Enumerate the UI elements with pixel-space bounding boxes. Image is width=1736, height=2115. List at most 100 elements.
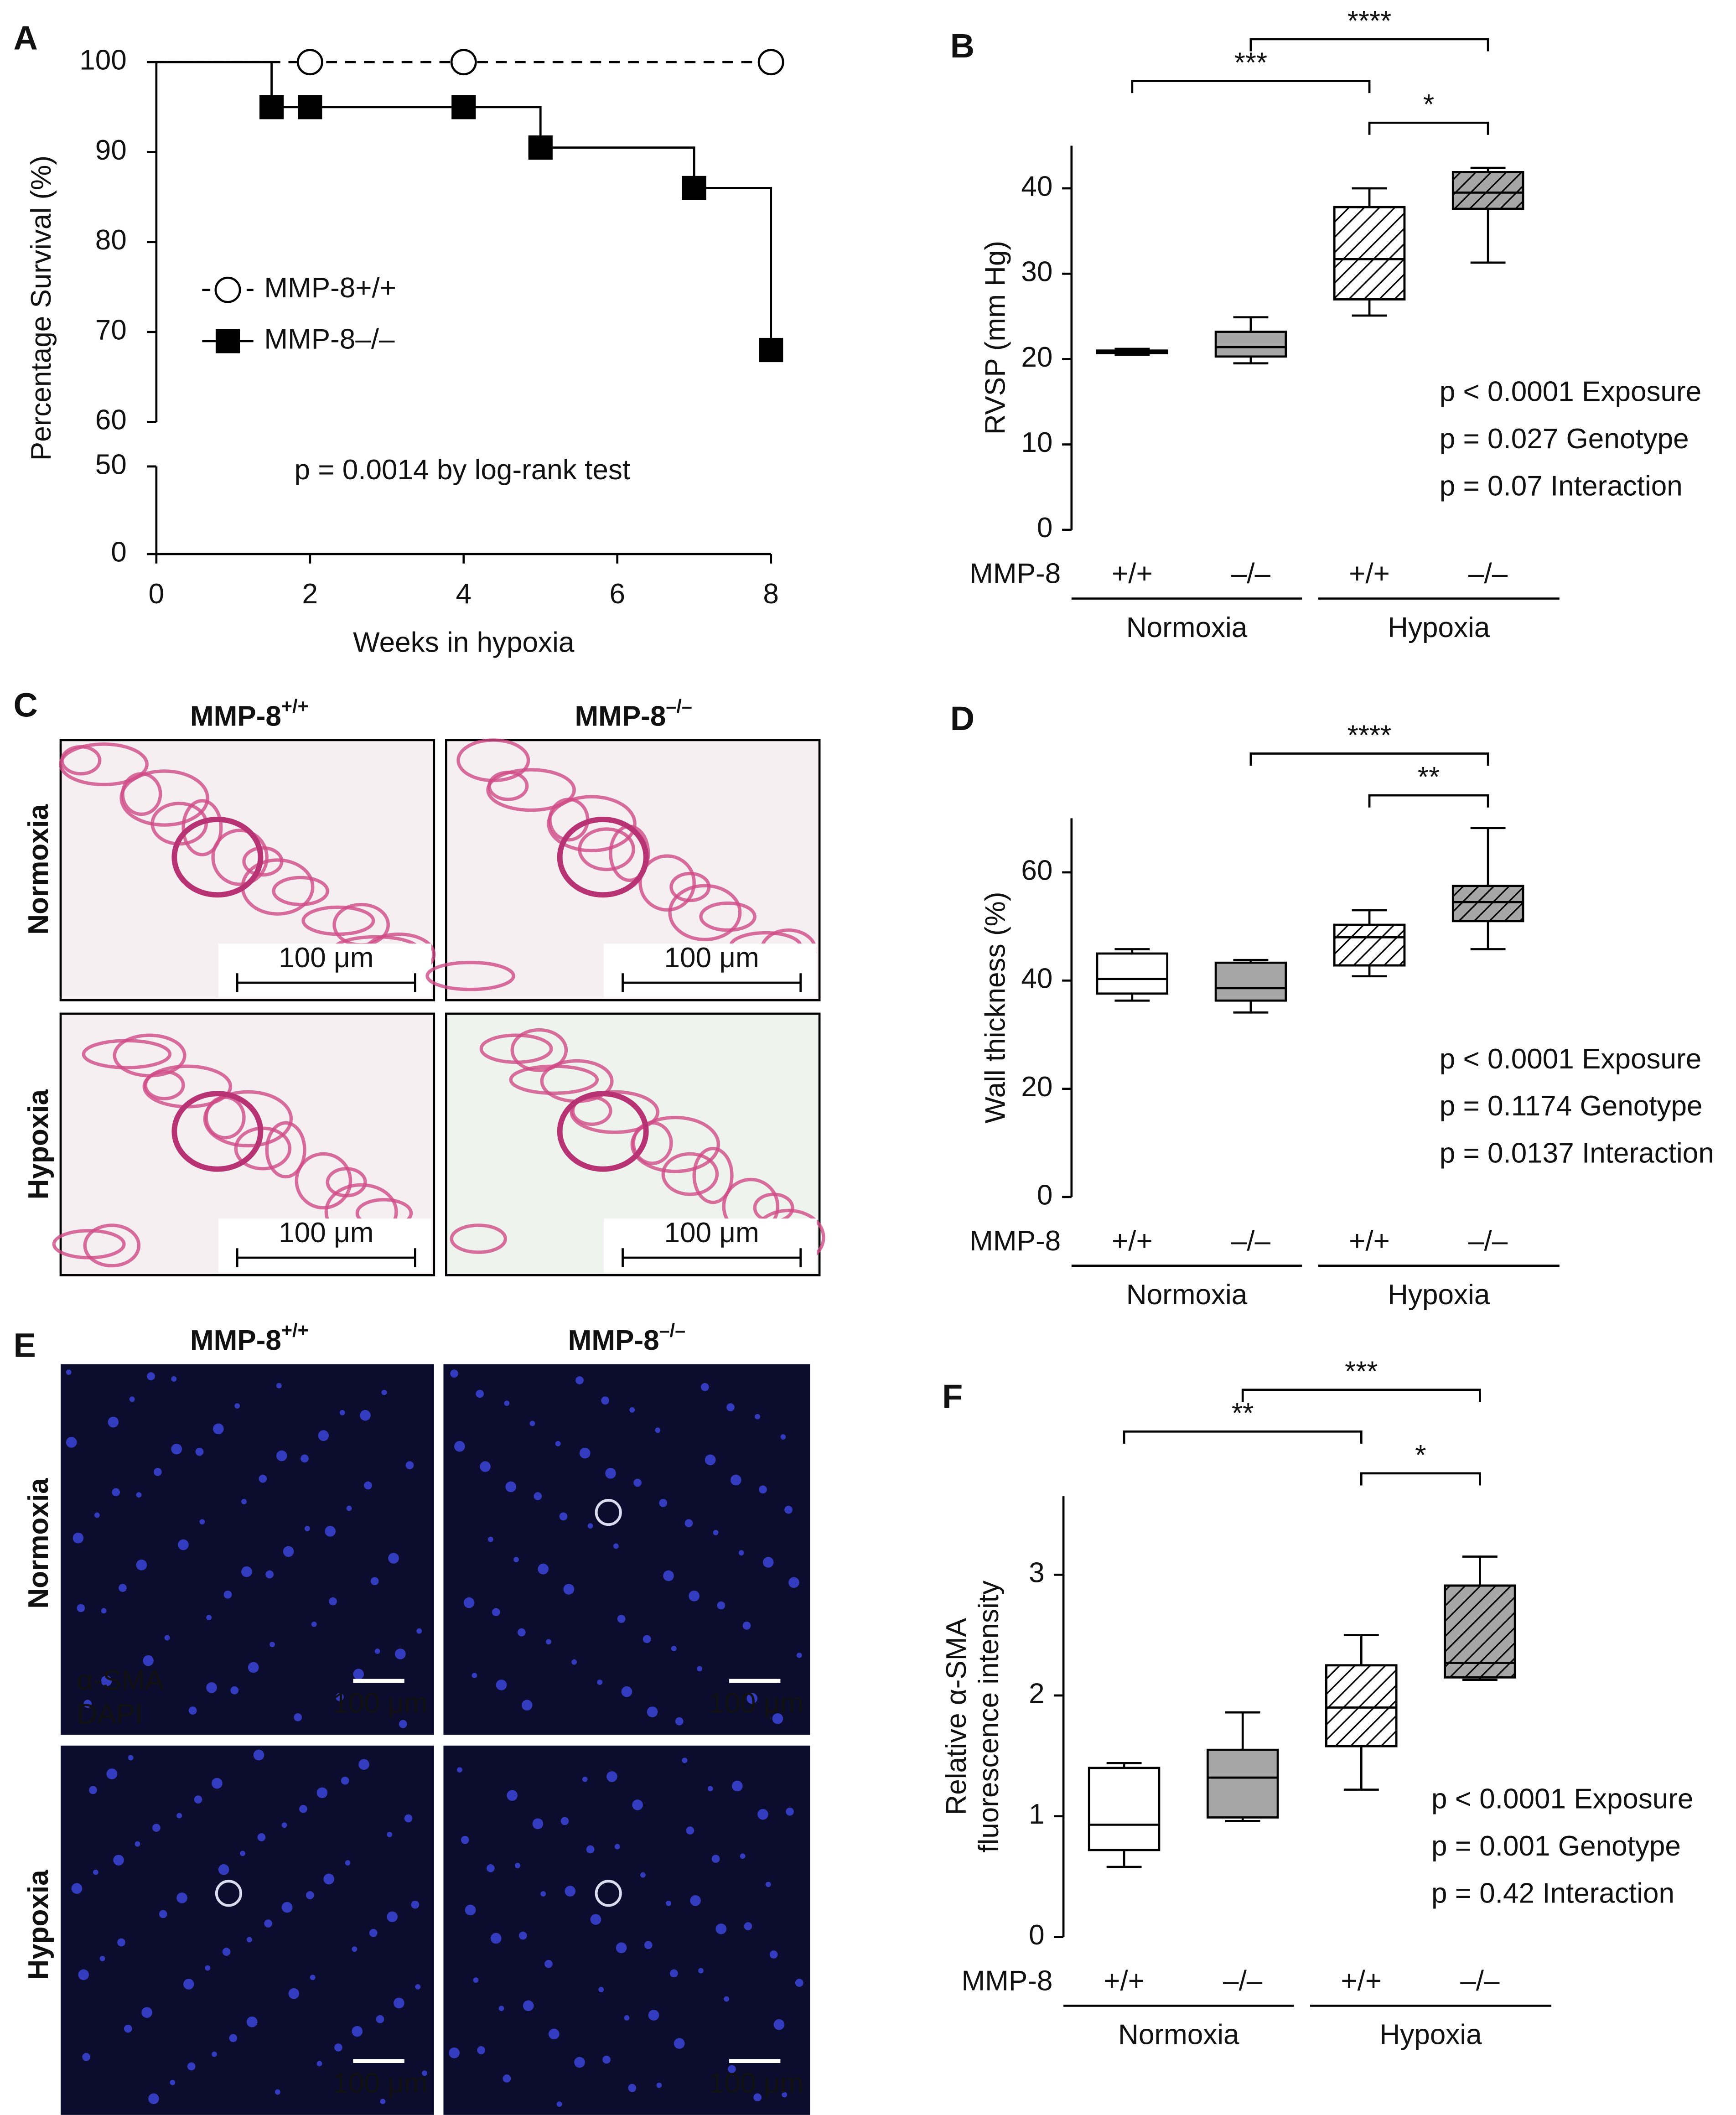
nucleus: [188, 1706, 197, 1715]
nucleus: [212, 1778, 223, 1789]
nucleus: [394, 1997, 404, 2009]
nucleus: [759, 1485, 767, 1494]
stats-text: p < 0.0001 Exposure: [1440, 376, 1702, 408]
nucleus: [241, 1566, 252, 1577]
column-header-superscript: –/–: [666, 696, 692, 717]
nucleus: [616, 1942, 627, 1954]
nucleus: [461, 1835, 469, 1844]
column-header-superscript: +/+: [281, 696, 309, 717]
x-axis-label: Weeks in hypoxia: [353, 627, 575, 658]
nucleus: [164, 1635, 170, 1641]
nucleus: [726, 1403, 735, 1411]
nucleus: [276, 1450, 287, 1462]
nucleus: [422, 2070, 427, 2076]
nucleus: [93, 1869, 98, 1875]
nucleus: [275, 2089, 280, 2095]
nucleus: [213, 1423, 224, 1435]
nucleus: [159, 1910, 167, 1918]
nucleus: [590, 1914, 601, 1925]
nucleus: [602, 2055, 611, 2064]
nucleus: [241, 1499, 247, 1504]
group-axis-label: MMP-8: [961, 1965, 1052, 1997]
marker: [259, 95, 284, 119]
nucleus: [135, 1841, 140, 1847]
nucleus: [73, 1532, 84, 1544]
nucleus: [310, 1975, 316, 1980]
tissue: [450, 1223, 508, 1254]
nucleus: [544, 1959, 553, 1968]
nucleus: [456, 1767, 462, 1773]
nucleus: [113, 1855, 124, 1866]
nucleus: [473, 1977, 479, 1983]
nucleus: [316, 2061, 322, 2067]
nucleus: [700, 1383, 709, 1391]
box: [1088, 1767, 1161, 1851]
y-tick-label: 50: [95, 449, 127, 480]
nucleus: [788, 1577, 799, 1588]
marker: [528, 135, 553, 160]
nucleus: [560, 1817, 569, 1825]
nucleus: [742, 1621, 751, 1630]
nucleus: [505, 1481, 517, 1493]
column-header: MMP-8–/–: [568, 1320, 686, 1356]
marker: [450, 49, 477, 76]
nucleus: [335, 1693, 344, 1701]
nucleus: [108, 1416, 119, 1428]
micrograph: [61, 1364, 434, 1735]
nucleus: [117, 1938, 125, 1947]
nucleus: [782, 2092, 788, 2098]
nucleus: [281, 1822, 287, 1828]
nucleus: [697, 1666, 702, 1672]
stats-text: p < 0.0001 Exposure: [1440, 1043, 1702, 1075]
nucleus: [77, 1604, 85, 1612]
nucleus: [66, 1437, 77, 1448]
x-tick-label: +/+: [1349, 1225, 1390, 1257]
tissue: [203, 1090, 293, 1148]
marker: [298, 95, 322, 119]
nucleus: [171, 1443, 182, 1455]
nucleus: [621, 1686, 632, 1697]
box: [1214, 331, 1287, 358]
nucleus: [83, 1700, 92, 1708]
nucleus: [780, 1434, 786, 1440]
nucleus: [644, 1941, 653, 1949]
tissue: [425, 960, 515, 991]
x-tick-label: –/–: [1223, 1965, 1263, 1997]
column-header-text: MMP-8: [190, 701, 281, 732]
group-label: Hypoxia: [1388, 612, 1490, 643]
x-tick-label: 0: [149, 578, 165, 610]
marker: [682, 176, 706, 200]
nucleus: [795, 1979, 803, 1987]
survival-line: [156, 61, 772, 350]
tissue: [668, 884, 742, 942]
nucleus: [565, 1886, 576, 1897]
nucleus: [352, 2026, 363, 2037]
nucleus: [240, 1851, 245, 1856]
group-label: Normoxia: [1126, 1279, 1248, 1311]
nucleus: [715, 1923, 727, 1934]
tissue: [510, 1028, 568, 1072]
x-tick-label: –/–: [1460, 1965, 1500, 1997]
group-axis-label: MMP-8: [969, 558, 1061, 590]
nucleus: [360, 1410, 371, 1421]
vessel: [595, 1880, 622, 1907]
nucleus: [773, 2019, 785, 2030]
nucleus: [538, 1563, 549, 1575]
nucleus: [411, 1900, 420, 1909]
nucleus: [454, 1441, 465, 1452]
significance-label: **: [1418, 762, 1440, 793]
nucleus: [264, 1919, 273, 1928]
nucleus: [574, 2057, 585, 2068]
y-tick-label: 40: [1021, 171, 1052, 202]
nucleus: [71, 1883, 83, 1894]
y-tick-label: 20: [1021, 342, 1052, 373]
marker: [759, 337, 783, 363]
nucleus: [387, 1911, 398, 1923]
nucleus: [253, 1749, 264, 1761]
nucleus: [257, 1833, 266, 1841]
y-tick-label: 3: [1029, 1557, 1045, 1589]
box: [1206, 1748, 1279, 1819]
nucleus: [663, 1570, 674, 1581]
nucleus: [648, 2010, 659, 2021]
